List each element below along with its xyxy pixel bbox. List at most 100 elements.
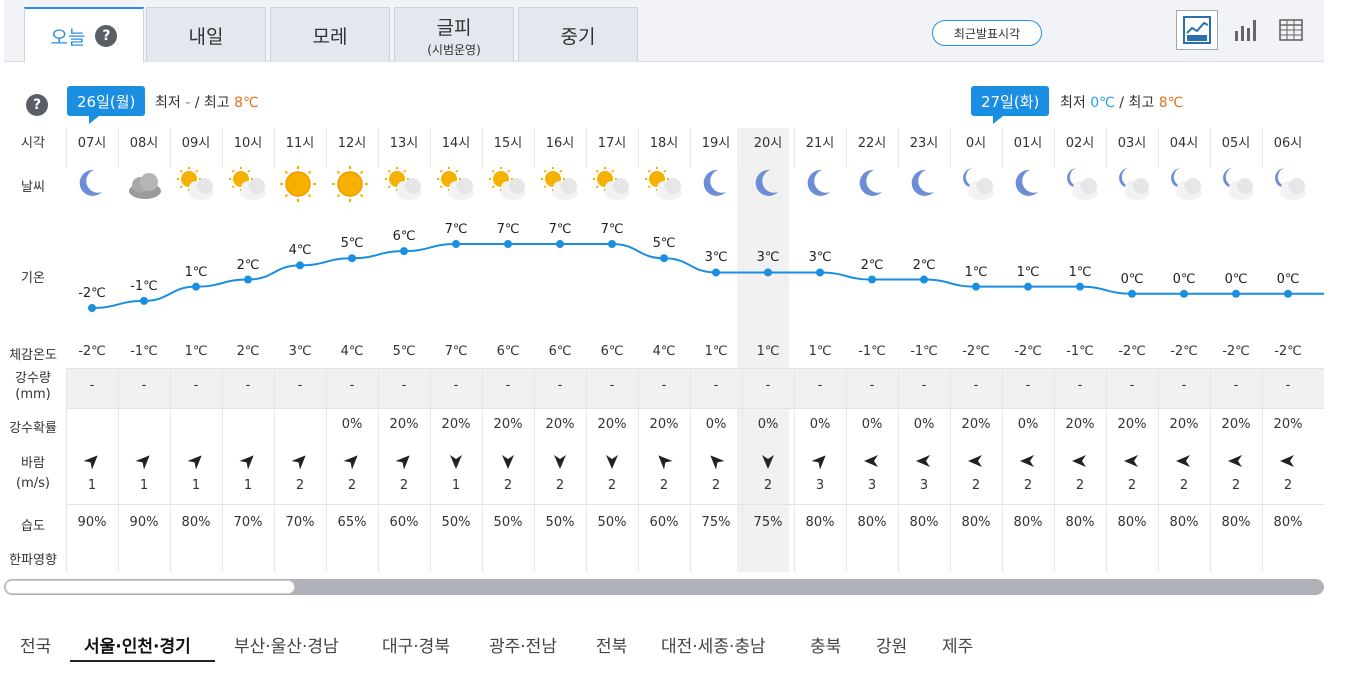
weather-moon-icon	[1002, 164, 1054, 204]
weather-moon-icon	[898, 164, 950, 204]
precip-prob: 20%	[1169, 417, 1199, 432]
temp-point	[1076, 282, 1084, 291]
row-label-cold: 한파영향	[9, 553, 57, 568]
column-divider	[690, 368, 691, 504]
column-divider	[118, 368, 119, 504]
humidity: 50%	[545, 515, 575, 530]
tab-day-after-label: 모레	[312, 25, 348, 48]
column-divider	[950, 504, 951, 572]
temp-label: 0℃	[1276, 271, 1300, 287]
bar-chart-icon[interactable]	[1224, 10, 1266, 50]
column-divider	[534, 368, 535, 504]
wind-speed: 2	[1075, 478, 1085, 493]
wind-direction-icon	[378, 452, 430, 470]
wind-speed: 1	[451, 478, 461, 493]
weather-cloudy-icon	[118, 164, 170, 204]
help-icon[interactable]: ?	[95, 25, 118, 47]
humidity: 80%	[857, 515, 887, 530]
wind-direction-icon	[1210, 452, 1262, 470]
feels-like: -2℃	[78, 344, 106, 359]
column-divider	[794, 368, 795, 504]
weather-moon-icon	[794, 164, 846, 204]
hour-time: 14시	[441, 136, 471, 151]
temp-label: 2℃	[236, 257, 260, 273]
temp-label: 5℃	[652, 236, 676, 252]
region-tab[interactable]: 충북	[810, 637, 842, 657]
wind-speed: 2	[971, 478, 981, 493]
temp-point	[712, 268, 720, 277]
wind-speed: 2	[1231, 478, 1241, 493]
precip-amount: -	[1077, 378, 1083, 393]
temp-label: 7℃	[548, 222, 572, 237]
column-divider	[638, 368, 639, 504]
humidity: 70%	[233, 515, 263, 530]
humidity: 80%	[1169, 515, 1199, 530]
tab-day-after[interactable]: 모레	[270, 7, 390, 62]
temp-label: 7℃	[496, 222, 520, 237]
table-icon[interactable]	[1270, 10, 1312, 50]
region-tab[interactable]: 전북	[596, 637, 628, 657]
temp-point	[556, 240, 564, 248]
column-divider	[638, 504, 639, 572]
precip-amount: -	[401, 378, 407, 393]
column-divider	[1054, 504, 1055, 572]
humidity: 80%	[805, 515, 835, 530]
scrollbar-thumb[interactable]	[5, 580, 295, 594]
wind-label: 바람	[21, 456, 45, 471]
temp-point	[1232, 289, 1240, 298]
help-icon[interactable]: ?	[26, 94, 48, 116]
tab-tomorrow[interactable]: 내일	[146, 7, 266, 62]
wind-speed: 2	[347, 478, 357, 493]
wind-unit: (m/s)	[16, 476, 50, 491]
region-tab[interactable]: 부산·울산·경남	[234, 637, 339, 657]
temp-label: 0℃	[1120, 271, 1144, 287]
region-tab[interactable]: 전국	[20, 637, 52, 657]
region-tab[interactable]: 광주·전남	[489, 637, 557, 657]
temp-point	[816, 268, 824, 277]
column-divider	[898, 504, 899, 572]
wind-speed: 1	[87, 478, 97, 493]
region-tab[interactable]: 서울·인천·경기	[84, 637, 191, 657]
feels-like: -1℃	[1066, 344, 1094, 359]
region-tab[interactable]: 강원	[876, 637, 908, 657]
wind-direction-icon	[1106, 452, 1158, 470]
weather-sun-cloud-icon	[222, 164, 274, 204]
wind-direction-icon	[430, 452, 482, 470]
line-chart-icon[interactable]	[1176, 10, 1218, 50]
hour-time: 09시	[181, 136, 211, 151]
region-tab[interactable]: 제주	[942, 637, 974, 657]
wind-speed: 3	[867, 478, 877, 493]
day2-max-label: 최고	[1128, 95, 1155, 111]
hour-time: 19시	[701, 136, 731, 151]
wind-speed: 2	[1127, 478, 1137, 493]
temp-label: 3℃	[704, 250, 728, 266]
precip-amount: -	[245, 378, 251, 393]
precip-amount: -	[661, 378, 667, 393]
region-tab[interactable]: 대전·세종·충남	[661, 637, 766, 657]
hourly-forecast-grid: ? 26일(월) 최저 - / 최고 8℃ 27일(화) 최저 0℃ / 최고 …	[0, 62, 1324, 572]
temp-point	[504, 240, 512, 248]
temp-label: 1℃	[184, 264, 208, 280]
column-divider	[742, 128, 743, 168]
tab-three-days[interactable]: 글피 (시범운영)	[394, 7, 514, 62]
feels-like: 6℃	[548, 344, 572, 359]
latest-release-button[interactable]: 최근발표시각	[932, 20, 1042, 46]
precip-prob: 0%	[757, 417, 779, 432]
hour-time: 22시	[857, 136, 887, 151]
temp-point	[244, 275, 252, 284]
region-tab[interactable]: 대구·경북	[382, 637, 450, 657]
wind-speed: 3	[815, 478, 825, 493]
horizontal-scrollbar[interactable]	[4, 579, 1324, 595]
wind-direction-icon	[482, 452, 534, 470]
precip-prob: 20%	[961, 417, 991, 432]
column-divider	[482, 504, 483, 572]
feels-like: -2℃	[1170, 344, 1198, 359]
weather-sun-cloud-icon	[430, 164, 482, 204]
precip-prob: 20%	[389, 417, 419, 432]
hour-time: 15시	[493, 136, 523, 151]
tab-midterm[interactable]: 중기	[518, 7, 638, 62]
tab-today[interactable]: 오늘?	[24, 7, 144, 63]
column-divider	[326, 128, 327, 168]
precip-amount: -	[1181, 378, 1187, 393]
feels-like: 4℃	[652, 344, 676, 359]
